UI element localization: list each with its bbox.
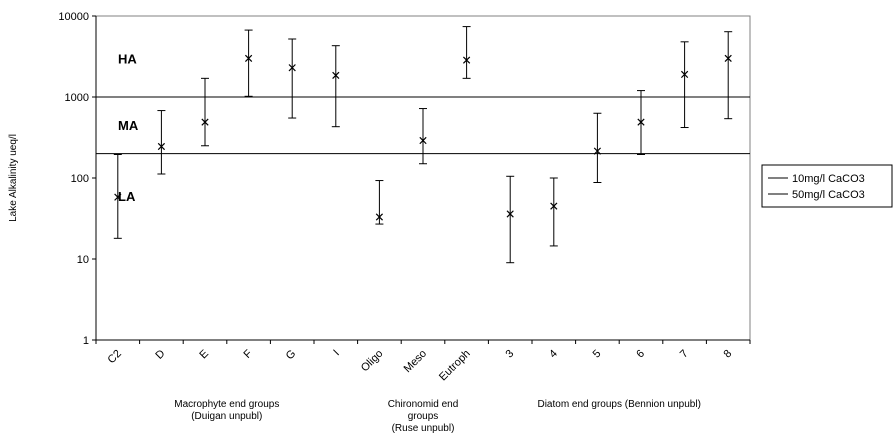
group-label: Chironomid end — [388, 399, 459, 410]
x-tick-label: F — [241, 347, 254, 360]
data-points — [113, 26, 733, 264]
point-marker — [419, 136, 427, 145]
zone-label: MA — [118, 118, 139, 133]
plot-area — [95, 15, 751, 341]
zone-labels: HA MA LA — [118, 51, 139, 204]
group-label: (Duigan unpubl) — [191, 411, 262, 422]
group-labels: Macrophyte end groups(Duigan unpubl) Chir… — [174, 399, 701, 434]
group-label: Diatom end groups (Bennion unpubl) — [537, 399, 700, 410]
x-tick-label: D — [153, 348, 167, 362]
point-marker — [375, 213, 384, 221]
y-axis: 1 10 100 1000 10000 — [58, 11, 97, 347]
x-axis: C2 D E F G I Oligo Meso Eutroph 3 4 5 6 7 8 — [95, 339, 751, 384]
y-tick-label: 1000 — [65, 92, 89, 104]
x-tick-label: E — [197, 348, 211, 362]
data-point — [375, 180, 384, 225]
y-tick-label: 10 — [77, 254, 89, 266]
x-tick-label: Eutroph — [437, 348, 473, 384]
point-marker — [550, 202, 558, 210]
data-point — [419, 108, 427, 165]
point-marker — [680, 70, 689, 79]
y-tick-label: 1 — [83, 335, 89, 347]
point-marker — [637, 118, 645, 126]
x-tick-label: Oligo — [359, 348, 386, 375]
point-marker — [114, 193, 122, 201]
legend-box — [761, 164, 893, 208]
zone-label: LA — [118, 189, 136, 204]
point-marker — [244, 54, 253, 62]
y-tick-label: 10000 — [58, 11, 89, 23]
point-marker — [506, 210, 514, 218]
x-tick-label: 3 — [504, 348, 517, 361]
point-marker — [288, 64, 296, 72]
x-tick-label: C2 — [105, 348, 123, 366]
point-marker — [462, 56, 471, 64]
group-label: groups — [408, 411, 439, 422]
x-tick-label: 8 — [722, 348, 735, 361]
legend: 10mg/l CaCO3 50mg/l CaCO3 — [761, 164, 893, 208]
point-marker — [593, 147, 602, 155]
y-axis-title: Lake Alkalinity ueq/l — [8, 134, 19, 222]
data-point — [462, 26, 471, 79]
point-marker — [332, 71, 340, 79]
x-tick-label: 6 — [634, 348, 647, 361]
x-tick-label: 4 — [547, 348, 560, 361]
group-label: Macrophyte end groups — [174, 399, 279, 410]
x-tick-label: Meso — [402, 348, 430, 376]
x-tick-label: I — [331, 348, 342, 359]
legend-label: 50mg/l CaCO3 — [792, 189, 865, 201]
data-point — [288, 38, 297, 119]
data-point — [201, 77, 209, 147]
point-marker — [201, 118, 209, 126]
y-tick-label: 100 — [71, 173, 89, 185]
zone-label: HA — [118, 51, 137, 66]
data-point — [157, 110, 166, 175]
plot-frame — [95, 15, 751, 341]
data-point — [113, 154, 122, 239]
data-point — [680, 41, 689, 129]
point-marker — [157, 142, 166, 151]
data-point — [549, 177, 558, 247]
data-point — [637, 90, 645, 156]
x-tick-label: G — [284, 348, 299, 363]
point-marker — [724, 54, 732, 62]
data-point — [331, 45, 340, 128]
group-label: (Ruse unpubl) — [392, 423, 455, 434]
data-point — [244, 29, 253, 97]
legend-label: 10mg/l CaCO3 — [792, 173, 865, 185]
data-point — [724, 31, 733, 120]
data-point — [593, 112, 602, 183]
x-tick-label: 5 — [591, 348, 604, 361]
data-point — [506, 175, 515, 264]
x-tick-label: 7 — [678, 348, 691, 361]
